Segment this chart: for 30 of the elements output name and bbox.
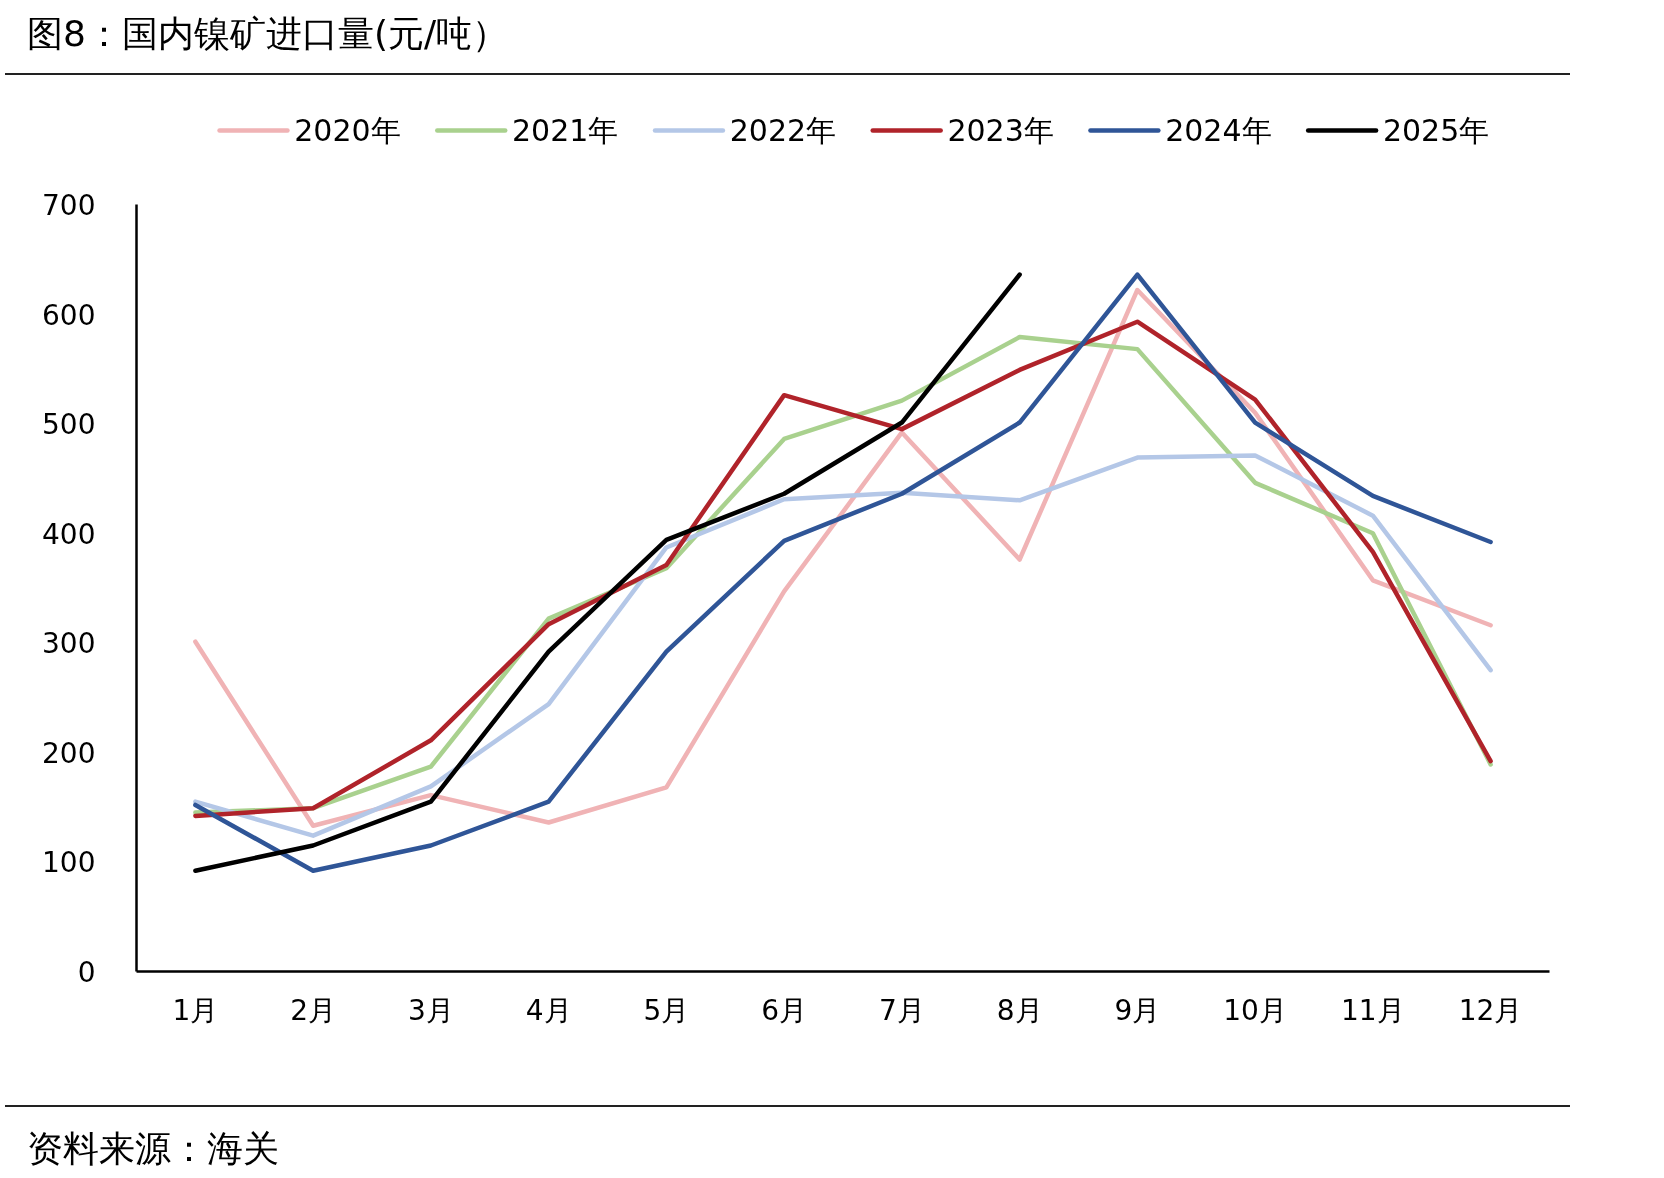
x-tick-label: 8月 [996, 993, 1043, 1027]
legend-label: 2023年 [947, 113, 1054, 148]
line-series [193, 272, 1022, 873]
text: 资料来源：海关 [27, 1127, 279, 1171]
y-tick-label: 300 [42, 627, 96, 661]
x-tick-label: 3月 [407, 993, 454, 1027]
legend-label: 2025年 [1382, 113, 1490, 148]
y-tick-label: 700 [42, 189, 96, 222]
y-tick-label: 500 [42, 408, 96, 442]
y-tick-label: 600 [42, 298, 96, 332]
y-tick-label: 0 [77, 956, 96, 989]
x-tick-label: 2月 [290, 993, 337, 1027]
x-tick-label: 9月 [1114, 993, 1161, 1027]
line-series [193, 453, 1493, 838]
legend-label: 2020年 [294, 113, 401, 148]
legend-label: 2022年 [729, 113, 837, 148]
x-tick-label: 1月 [172, 993, 219, 1027]
x-tick-label: 10月 [1223, 993, 1287, 1027]
y-tick-label: 100 [42, 846, 96, 880]
x-tick-label: 11月 [1341, 993, 1405, 1027]
x-tick-label: 4月 [525, 993, 572, 1027]
x-tick-label: 6月 [761, 993, 808, 1027]
y-tick-label: 400 [42, 517, 96, 551]
x-tick-label: 5月 [643, 993, 690, 1027]
chart-title: 图8：国内镍矿进口量(元/吨） [27, 12, 509, 56]
legend-label: 2021年 [512, 113, 619, 148]
x-tick-label: 12月 [1458, 993, 1523, 1027]
legend-label: 2024年 [1165, 113, 1272, 148]
x-tick-label: 7月 [878, 993, 925, 1027]
y-tick-label: 200 [42, 736, 96, 770]
